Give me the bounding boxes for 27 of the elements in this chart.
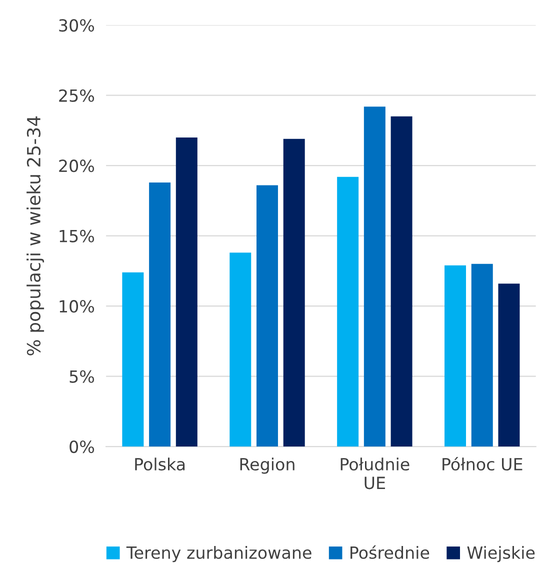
y-tick-label: 15% [60, 230, 94, 242]
x-tick-label: Północ UE [442, 456, 522, 471]
legend-label: Tereny zurbanizowane [126, 546, 312, 562]
y-tick-label: 10% [60, 300, 94, 313]
y-tick-label: 25% [59, 89, 94, 102]
bar [337, 176, 359, 447]
bar [444, 265, 466, 447]
x-tick-label: Południe UE [340, 458, 410, 490]
bar [176, 137, 198, 447]
bar [283, 138, 305, 447]
bar [498, 284, 520, 447]
legend-label: Pośrednie [350, 545, 430, 559]
bar [230, 252, 252, 447]
bar [122, 272, 144, 447]
y-tick-label: 5% [70, 370, 94, 383]
y-tick-label: 0% [70, 440, 94, 454]
bar [149, 182, 171, 447]
legend-label: Wiejskie [467, 546, 535, 562]
y-axis-title: % populacji w wieku 25-34 [26, 116, 44, 356]
bar [390, 116, 412, 447]
y-tick-label: 30% [59, 19, 94, 32]
x-tick-label: Region [240, 458, 294, 474]
bar [364, 106, 386, 447]
bar [256, 185, 278, 447]
y-tick-label: 20% [59, 160, 94, 172]
bar [471, 264, 493, 447]
x-tick-label: Polska [135, 458, 185, 471]
